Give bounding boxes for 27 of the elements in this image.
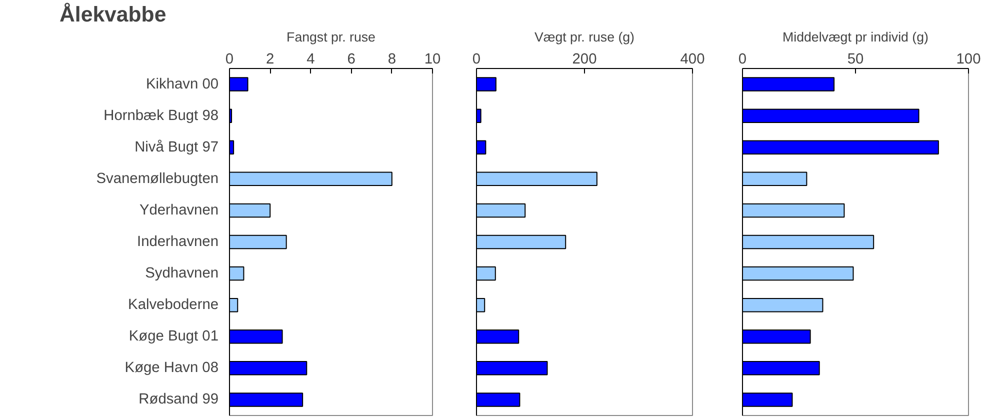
- x-tick-label: 8: [388, 52, 396, 68]
- x-tick-label: 200: [572, 52, 597, 68]
- y-tick-label: Kikhavn 00: [146, 76, 218, 92]
- x-tick-label: 2: [266, 52, 274, 68]
- y-tick-label: Kalveboderne: [128, 297, 219, 314]
- y-tick-label: Køge Bugt 01: [128, 328, 219, 345]
- y-tick-label: Inderhavnen: [137, 234, 219, 250]
- y-tick-label: Rødsand 99: [138, 392, 218, 408]
- x-tick-label: 6: [347, 52, 356, 68]
- y-tick-label: Nivå Bugt 97: [134, 139, 219, 156]
- chart-title: Ålekvabbe: [60, 2, 166, 26]
- x-tick-label: 100: [956, 52, 981, 68]
- y-tick-label: Sydhavnen: [145, 266, 219, 282]
- x-tick-label: 0: [738, 52, 747, 68]
- x-tick-label: 50: [847, 52, 864, 68]
- x-tick-label: 10: [424, 52, 441, 68]
- y-tick-label: Svanemøllebugten: [96, 170, 219, 187]
- y-tick-label: Køge Havn 08: [124, 360, 219, 376]
- x-tick-label: 0: [472, 52, 481, 68]
- x-axis-title: Fangst pr. ruse: [286, 30, 376, 44]
- x-axis-title: Middelvægt pr individ (g): [782, 30, 928, 44]
- x-tick-label: 0: [225, 52, 234, 68]
- x-axis-title: Vægt pr. ruse (g): [534, 30, 634, 44]
- y-tick-label: Yderhavnen: [139, 202, 219, 218]
- x-tick-label: 4: [306, 52, 315, 68]
- x-tick-label: 400: [680, 52, 705, 68]
- y-tick-label: Hornbæk Bugt 98: [104, 108, 218, 124]
